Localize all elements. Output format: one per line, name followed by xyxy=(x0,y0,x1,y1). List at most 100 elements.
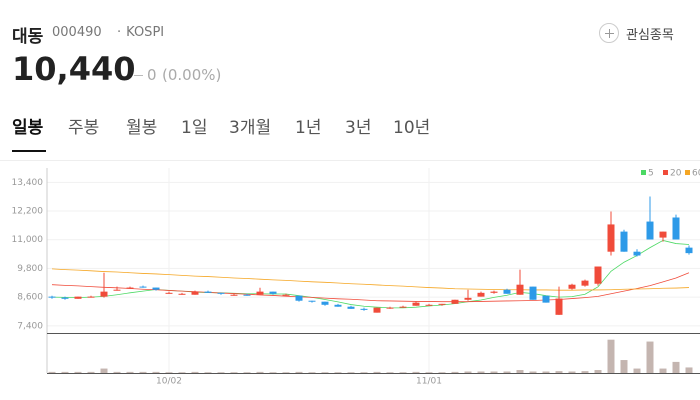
candle-body xyxy=(321,301,329,305)
period-tab[interactable]: 월봉 xyxy=(126,118,158,138)
legend-swatch xyxy=(663,170,668,175)
volume-bar xyxy=(360,372,368,373)
volume-bar xyxy=(477,371,485,373)
candle-body xyxy=(74,296,82,299)
volume-bar xyxy=(178,372,186,373)
watch-button[interactable]: 관심종목 xyxy=(626,28,674,43)
tab-underline xyxy=(12,150,46,152)
candle-body xyxy=(399,306,407,308)
y-tick-label: 12,200 xyxy=(12,207,44,217)
candle-body xyxy=(490,291,498,293)
volume-bar xyxy=(568,371,576,373)
period-tab[interactable]: 3개월 xyxy=(229,118,272,138)
volume-bar xyxy=(555,371,563,373)
market: KOSPI xyxy=(117,25,164,40)
y-tick-label: 8,600 xyxy=(17,293,43,303)
candle-body xyxy=(568,284,576,289)
volume-bar xyxy=(438,372,446,373)
stock-code: 000490 xyxy=(52,25,102,40)
volume-bar xyxy=(412,371,420,373)
candle-body xyxy=(204,291,212,293)
volume-bar xyxy=(204,372,212,373)
volume-bar xyxy=(386,372,394,373)
volume-bar xyxy=(594,370,602,373)
volume-bar xyxy=(425,372,433,373)
candle-body xyxy=(295,295,303,301)
candle-body xyxy=(87,296,95,298)
volume-bar xyxy=(464,371,472,373)
period-tab[interactable]: 10년 xyxy=(393,118,431,138)
candle-body xyxy=(61,297,69,299)
volume-bar xyxy=(139,371,147,373)
volume-bar xyxy=(659,368,667,373)
period-tab[interactable]: 주봉 xyxy=(68,118,100,138)
volume-bar xyxy=(399,372,407,373)
candle-body xyxy=(243,294,251,296)
volume-bar xyxy=(230,372,238,373)
candle-body xyxy=(555,298,563,315)
x-tick-label: 11/01 xyxy=(416,377,442,387)
candle-body xyxy=(360,308,368,310)
volume-bar xyxy=(373,371,381,373)
volume-bar xyxy=(48,371,56,373)
volume-bar xyxy=(100,368,108,373)
volume-bar xyxy=(243,372,251,373)
change-percent: (0.00%) xyxy=(162,66,222,84)
legend-swatch xyxy=(685,170,690,175)
volume-bar xyxy=(113,371,121,373)
candle-body xyxy=(113,289,121,291)
candle-body xyxy=(100,291,108,297)
candle-body xyxy=(464,297,472,300)
x-tick-label: 10/02 xyxy=(156,377,182,387)
candle-body xyxy=(581,280,589,286)
volume-bar xyxy=(321,372,329,373)
candle-body xyxy=(451,299,459,304)
legend-label: 5 xyxy=(648,169,654,179)
volume-bar xyxy=(490,371,498,373)
candle-body xyxy=(438,303,446,305)
legend-label: 60 xyxy=(692,169,700,179)
candle-body xyxy=(152,287,160,290)
candle-body xyxy=(659,231,667,238)
volume-bar xyxy=(503,371,511,373)
volume-bar xyxy=(165,372,173,373)
candle-body xyxy=(503,289,511,294)
change: 0 xyxy=(147,66,157,84)
candle-body xyxy=(646,221,654,240)
candle-body xyxy=(178,293,186,295)
candle-body xyxy=(672,217,680,240)
candle-body xyxy=(230,294,238,296)
candle-body xyxy=(126,287,134,289)
candle-body xyxy=(477,292,485,297)
volume-bar xyxy=(217,372,225,373)
y-tick-label: 13,400 xyxy=(12,178,44,188)
watch-icon[interactable] xyxy=(599,23,619,43)
candle-body xyxy=(256,291,264,295)
legend-swatch xyxy=(641,170,646,175)
volume-bar xyxy=(646,341,654,373)
y-tick-label: 9,800 xyxy=(17,264,43,274)
period-tab[interactable]: 일봉 xyxy=(12,118,44,138)
period-tab[interactable]: 1일 xyxy=(181,118,208,138)
y-tick-label: 7,400 xyxy=(17,321,43,331)
volume-bar xyxy=(74,371,82,373)
price: 10,440 xyxy=(12,50,136,88)
volume-bar xyxy=(633,368,641,373)
volume-bar xyxy=(347,372,355,373)
period-tab[interactable]: 3년 xyxy=(345,118,372,138)
volume-bar xyxy=(334,372,342,373)
moving-average-line xyxy=(51,268,690,291)
volume-bar xyxy=(256,371,264,373)
candle-body xyxy=(529,286,537,300)
candle-body xyxy=(685,247,693,254)
volume-bar xyxy=(87,371,95,373)
candle-body xyxy=(282,294,290,296)
period-tab[interactable]: 1년 xyxy=(295,118,322,138)
candle-body xyxy=(334,304,342,307)
candle-body xyxy=(412,302,420,306)
chart: 7,400 8,600 9,800 11,000 12,200 13,400 10/02 11… xyxy=(0,160,700,387)
candle-body xyxy=(620,231,628,252)
candle-body xyxy=(425,304,433,306)
candle-body xyxy=(607,224,615,252)
moving-average-line xyxy=(51,240,690,309)
